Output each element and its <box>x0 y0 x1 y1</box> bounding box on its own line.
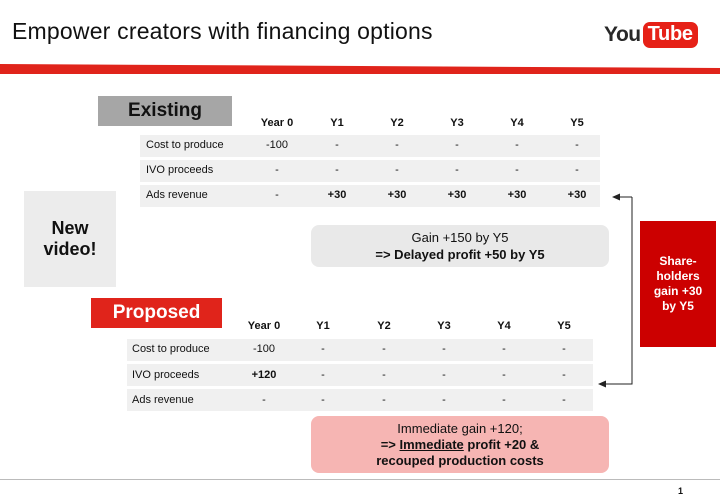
existing-cell: - <box>395 164 399 176</box>
proposed-cell: - <box>502 369 506 381</box>
existing-cell: -100 <box>265 139 289 151</box>
existing-col-header: Y3 <box>450 117 464 129</box>
shareholders-box: Share- holders gain +30 by Y5 <box>640 221 716 347</box>
existing-cell: - <box>455 139 459 151</box>
existing-row-label: Ads revenue <box>146 189 208 201</box>
existing-col-header: Y2 <box>390 117 404 129</box>
arrowhead-icon <box>612 193 620 201</box>
proposed-cell: - <box>382 394 386 406</box>
existing-cell: +30 <box>567 189 587 201</box>
title-underline-bar <box>0 64 720 74</box>
proposed-col-header: Y4 <box>497 320 511 332</box>
shareholders-line4: by Y5 <box>662 299 694 313</box>
proposed-cell: - <box>321 369 325 381</box>
existing-row-label: Cost to produce <box>146 139 224 151</box>
existing-col-header: Year 0 <box>260 117 294 129</box>
existing-cell: - <box>275 189 279 201</box>
existing-cell: - <box>335 164 339 176</box>
proposed-cell: - <box>262 394 266 406</box>
proposed-col-header: Y5 <box>557 320 571 332</box>
proposed-summary-line3: recouped production costs <box>376 452 544 468</box>
existing-row-stripe <box>140 185 600 207</box>
proposed-row-label: Cost to produce <box>132 343 210 355</box>
proposed-cell: -100 <box>252 343 276 355</box>
existing-row-stripe <box>140 135 600 157</box>
proposed-cell: - <box>562 394 566 406</box>
existing-cell: - <box>395 139 399 151</box>
new-video-line2: video! <box>43 239 97 259</box>
youtube-logo: You Tube <box>604 20 698 50</box>
existing-cell: +30 <box>447 189 467 201</box>
existing-cell: +30 <box>327 189 347 201</box>
slide-title: Empower creators with financing options <box>12 18 433 44</box>
existing-summary-line1: Gain +150 by Y5 <box>411 230 509 245</box>
connector-line <box>604 197 633 385</box>
existing-row-stripe <box>140 160 600 182</box>
existing-cell: - <box>575 139 579 151</box>
proposed-cell: - <box>442 369 446 381</box>
proposed-cell: - <box>442 343 446 355</box>
arrowhead-icon <box>598 380 606 388</box>
proposed-col-header: Year 0 <box>247 320 281 332</box>
existing-cell: +30 <box>507 189 527 201</box>
proposed-summary-prefix: => <box>380 436 400 452</box>
proposed-row-label: Ads revenue <box>132 394 194 406</box>
proposed-cell: +120 <box>251 369 277 381</box>
new-video-box: New video! <box>24 191 116 287</box>
existing-col-header: Y5 <box>570 117 584 129</box>
existing-cell: - <box>275 164 279 176</box>
existing-cell: - <box>515 139 519 151</box>
proposed-col-header: Y3 <box>437 320 451 332</box>
proposed-row-label: IVO proceeds <box>132 369 200 381</box>
proposed-cell: - <box>502 394 506 406</box>
proposed-summary-underlined: Immediate <box>399 436 464 452</box>
proposed-cell: - <box>502 343 506 355</box>
proposed-row-stripe <box>127 364 593 386</box>
logo-you-text: You <box>604 23 641 46</box>
proposed-summary-line2: => Immediate profit +20 & <box>311 437 609 453</box>
page-number: 1 <box>678 486 684 496</box>
footer-divider <box>0 479 720 480</box>
proposed-cell: - <box>382 369 386 381</box>
proposed-cell: - <box>442 394 446 406</box>
existing-col-header: Y4 <box>510 117 524 129</box>
proposed-cell: - <box>562 343 566 355</box>
new-video-line1: New <box>51 218 89 238</box>
proposed-summary-suffix: profit +20 & <box>463 436 540 452</box>
existing-cell: - <box>575 164 579 176</box>
proposed-col-header: Y1 <box>316 320 330 332</box>
proposed-cell: - <box>321 394 325 406</box>
proposed-summary-line1: Immediate gain +120; <box>397 420 523 436</box>
proposed-cell: - <box>321 343 325 355</box>
existing-cell: +30 <box>387 189 407 201</box>
existing-summary-box: Gain +150 by Y5 => Delayed profit +50 by… <box>311 225 609 267</box>
proposed-cell: - <box>562 369 566 381</box>
existing-summary-line2: => Delayed profit +50 by Y5 <box>375 247 545 262</box>
existing-col-header: Y1 <box>330 117 344 129</box>
shareholders-line3: gain +30 <box>653 284 703 298</box>
shareholders-line2: holders <box>656 269 700 283</box>
shareholders-line1: Share- <box>659 254 697 268</box>
existing-row-label: IVO proceeds <box>146 164 214 176</box>
proposed-row-stripe <box>127 389 593 411</box>
proposed-col-header: Y2 <box>377 320 391 332</box>
logo-tube-text: Tube <box>642 22 698 48</box>
existing-cell: - <box>515 164 519 176</box>
proposed-row-stripe <box>127 339 593 361</box>
existing-header: Existing <box>98 96 232 126</box>
proposed-summary-box: Immediate gain +120; => Immediate profit… <box>311 416 609 473</box>
existing-cell: - <box>335 139 339 151</box>
proposed-header: Proposed <box>91 298 222 328</box>
existing-cell: - <box>455 164 459 176</box>
proposed-cell: - <box>382 343 386 355</box>
